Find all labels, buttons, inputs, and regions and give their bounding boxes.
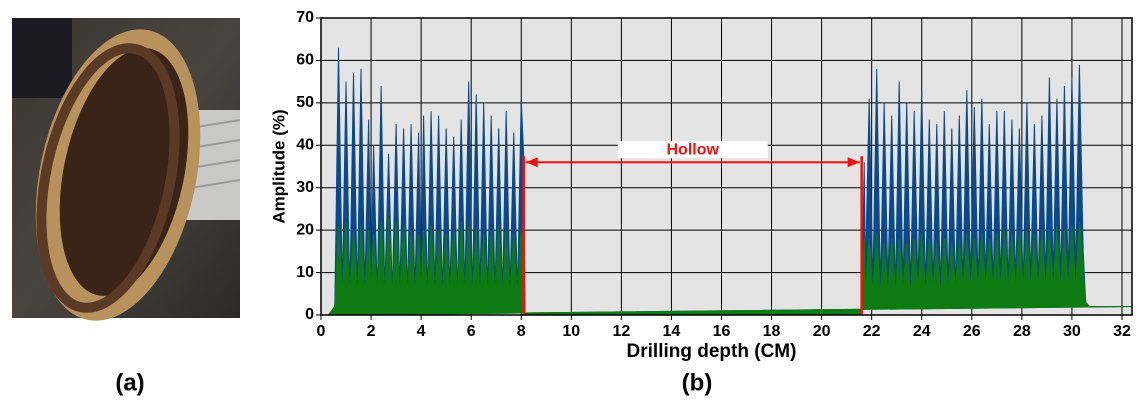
y-tick-label: 10	[296, 264, 314, 281]
x-tick-label: 4	[417, 323, 426, 340]
y-axis-label: Amplitude (%)	[269, 109, 288, 223]
x-tick-label: 14	[663, 323, 681, 340]
arrow-head	[847, 157, 860, 168]
plot-frame	[320, 17, 1133, 316]
x-tick-label: 32	[1113, 323, 1131, 340]
x-tick-label: 8	[517, 323, 526, 340]
y-tick-label: 20	[296, 221, 314, 238]
area-series	[327, 47, 1133, 316]
x-tick-label: 16	[713, 323, 731, 340]
x-tick-label: 0	[317, 323, 326, 340]
panel-label: (b)	[682, 369, 713, 396]
y-tick-label: 50	[296, 94, 314, 111]
x-tick-label: 10	[562, 323, 580, 340]
x-tick-label: 22	[863, 323, 881, 340]
x-tick-label: 2	[367, 323, 376, 340]
x-tick-label: 30	[1063, 323, 1081, 340]
x-axis-label: Drilling depth (CM)	[627, 341, 797, 362]
x-tick-label: 26	[963, 323, 981, 340]
x-tick-label: 6	[467, 323, 476, 340]
y-tick-label: 30	[296, 179, 314, 196]
x-tick-label: 18	[763, 323, 781, 340]
arrow-head	[525, 157, 538, 168]
panel-label: (a)	[115, 369, 144, 396]
y-tick-label: 40	[296, 137, 314, 154]
x-tick-label: 20	[813, 323, 831, 340]
x-tick-label: 28	[1013, 323, 1031, 340]
area-series	[327, 217, 1133, 316]
y-tick-label: 0	[305, 306, 314, 323]
x-tick-label: 12	[612, 323, 630, 340]
y-tick-label: 70	[296, 9, 314, 26]
x-tick-label: 24	[913, 323, 931, 340]
y-tick-label: 60	[296, 52, 314, 69]
annotation-label: Hollow	[666, 141, 719, 158]
photo	[12, 18, 241, 321]
annotation-background	[617, 141, 768, 159]
